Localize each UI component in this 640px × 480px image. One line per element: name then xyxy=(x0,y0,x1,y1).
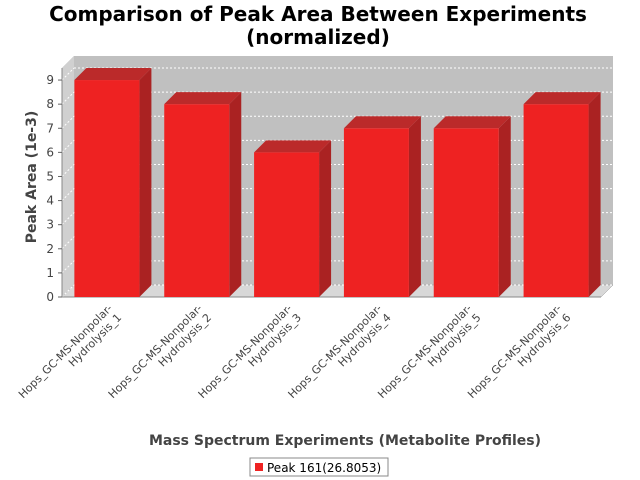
bar-front xyxy=(523,104,589,297)
y-tick-label: 0 xyxy=(46,290,54,304)
x-tick-label: Hops_GC-MS-Nonpolar-Hydrolysis_6 xyxy=(465,302,573,410)
x-tick-label-line: Hops_GC-MS-Nonpolar- xyxy=(465,302,564,401)
plot-left-wall xyxy=(62,56,74,297)
bar-side xyxy=(319,140,332,297)
bar-front xyxy=(254,152,320,297)
x-tick-label-line: Hops_GC-MS-Nonpolar- xyxy=(16,302,115,401)
x-axis-label: Mass Spectrum Experiments (Metabolite Pr… xyxy=(149,433,541,449)
bar-top xyxy=(433,116,511,129)
bar-front xyxy=(343,128,409,297)
bar-side xyxy=(229,92,242,297)
bar-top xyxy=(343,116,421,129)
gridline-side xyxy=(61,236,75,250)
y-tick-label: 1 xyxy=(46,266,54,280)
bars xyxy=(74,68,601,298)
axes xyxy=(61,68,601,298)
bar-side xyxy=(498,116,511,298)
y-tick-label: 3 xyxy=(46,218,54,232)
bar-top xyxy=(164,92,242,105)
bar xyxy=(164,92,242,297)
bar xyxy=(343,116,421,298)
gridline-side xyxy=(61,164,75,177)
bar-front xyxy=(164,104,230,297)
y-tick-label: 2 xyxy=(46,242,54,256)
y-tick-label: 7 xyxy=(46,121,54,135)
legend-entry-label: Peak 161(26.8053) xyxy=(267,461,381,475)
y-tick-label: 9 xyxy=(46,73,54,87)
bar-top xyxy=(523,92,601,105)
y-axis-label: Peak Area (1e-3) xyxy=(24,111,40,244)
x-tick-label-line: Hops_GC-MS-Nonpolar- xyxy=(285,302,384,401)
bar-front xyxy=(74,80,140,297)
bar-side xyxy=(588,92,601,297)
legend-swatch xyxy=(255,463,263,471)
chart-title-line-2: (normalized) xyxy=(246,25,390,49)
gridline-side xyxy=(61,115,75,129)
gridline-side xyxy=(61,260,75,274)
bar-side xyxy=(139,68,152,297)
y-tick-label: 6 xyxy=(46,145,54,159)
bar xyxy=(523,92,601,297)
chart-title: Comparison of Peak Area Between Experime… xyxy=(49,2,587,49)
x-tick-label-line: Hops_GC-MS-Nonpolar- xyxy=(375,302,474,401)
y-axis-ticks: 0 1 2 3 4 5 6 7 8 9 xyxy=(46,73,62,304)
gridline-side xyxy=(61,67,75,81)
chart-title-line-1: Comparison of Peak Area Between Experime… xyxy=(49,2,587,26)
x-tick-label-line: Hops_GC-MS-Nonpolar- xyxy=(196,302,295,401)
gridline-side xyxy=(61,140,75,153)
legend: Peak 161(26.8053) xyxy=(249,457,389,477)
gridlines xyxy=(61,67,613,298)
gridline-side xyxy=(61,212,75,226)
legend-box xyxy=(249,457,389,477)
bar xyxy=(74,68,152,297)
bar-top xyxy=(254,140,332,153)
gridline-side xyxy=(61,188,75,201)
y-tick-label: 8 xyxy=(46,97,54,111)
bar xyxy=(254,140,332,297)
x-axis-tick-labels: Hops_GC-MS-Nonpolar-Hydrolysis_1Hops_GC-… xyxy=(16,302,573,410)
bar-top xyxy=(74,68,152,81)
x-tick-label-line: Hops_GC-MS-Nonpolar- xyxy=(106,302,205,401)
bar-front xyxy=(433,128,499,297)
bar-side xyxy=(408,116,421,298)
gridline-side xyxy=(61,91,75,105)
y-tick-label: 4 xyxy=(46,194,54,208)
gridline-side xyxy=(61,284,75,298)
bar xyxy=(433,116,511,298)
y-tick-label: 5 xyxy=(46,169,54,183)
